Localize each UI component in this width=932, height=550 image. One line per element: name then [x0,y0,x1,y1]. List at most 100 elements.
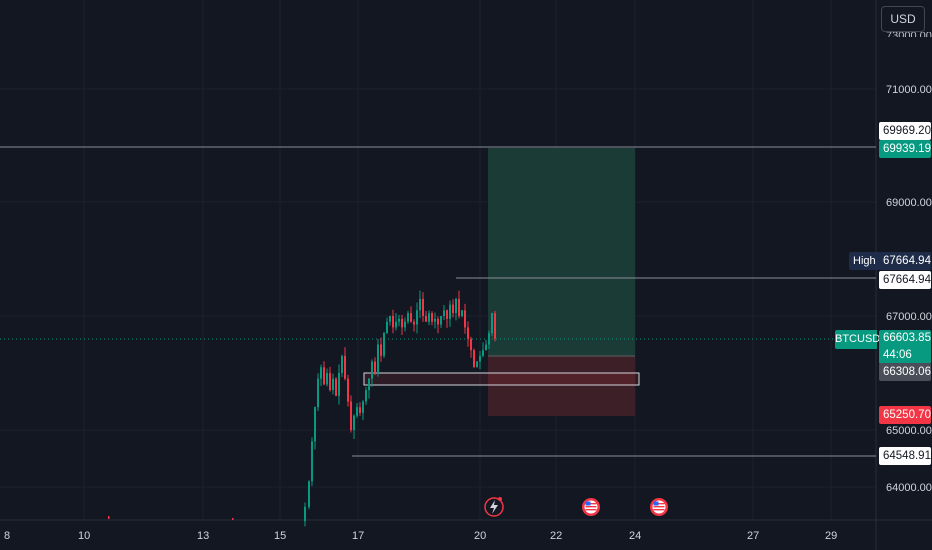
candle-body [380,344,382,356]
candle-body [443,310,445,316]
candle-body [416,310,418,325]
price-tick: 65000.00 [886,425,932,437]
candle-body [320,367,322,379]
candle-body [434,318,436,322]
candle-body [368,378,370,391]
candle-body [464,310,466,328]
candle-body [446,310,448,319]
high-line-tag: 67664.94 [879,271,931,289]
candle-body [392,316,394,328]
price-tick: 64000.00 [886,482,932,494]
high-value-tag: 67664.94 [879,252,931,270]
price-tick: 71000.00 [886,84,932,96]
candle-body [311,441,313,482]
candle-body [470,338,472,351]
candle-body [410,313,412,322]
candle-body [395,321,397,328]
candle-body [452,304,454,314]
time-tick: 10 [78,530,90,542]
candle-body [338,373,340,396]
candle-body [371,361,373,379]
candle-body [482,350,484,356]
candle-body [353,415,355,430]
high-label-tag: High [849,252,881,270]
candle-body [479,355,481,362]
currency-button[interactable]: USD [881,6,925,32]
candle-body [449,304,451,319]
candle-body [491,313,493,334]
entry-price-tag: 66308.06 [879,363,931,381]
time-tick: 8 [4,530,10,542]
candle-body [326,373,328,385]
profit-zone[interactable] [488,148,635,356]
candle-body [413,321,415,325]
candle-body [362,401,364,413]
time-tick: 13 [197,530,209,542]
price-tick-clipped: 73000.00 [886,30,932,42]
tick-marker [232,518,234,520]
candle-body [308,481,310,507]
time-tick: 17 [352,530,364,542]
candle-body [347,378,349,402]
candle-body [428,313,430,322]
candle-body [458,298,460,316]
price-tick: 67000.00 [886,311,932,323]
candle-body [377,344,379,373]
candle-body [323,367,325,385]
candle-body [455,298,457,314]
time-scale[interactable]: 8 10 13 15 17 20 22 24 27 29 [4,530,837,542]
candle-body [335,378,337,396]
last-price-tag: 66603.85 44:06 [879,330,931,364]
candle-body [304,506,306,522]
candle-body [437,318,439,325]
symbol-tag: BTCUSD [835,330,880,349]
candle-body [398,318,400,322]
candle-body [404,321,406,328]
us-flag-icon[interactable] [650,498,668,516]
time-tick: 24 [629,530,641,542]
candle-body [350,401,352,430]
last-price-value: 66603.85 [883,332,931,344]
candle-body [485,344,487,351]
candle-body [440,316,442,325]
us-flag-icon[interactable] [582,498,600,516]
candle-body [476,361,478,368]
time-tick: 22 [550,530,562,542]
candle-body [461,310,463,316]
candle-body [389,316,391,322]
candle-body [356,407,358,416]
candle-body [431,313,433,322]
stop-price-tag: 65250.70 [879,406,931,424]
support-rectangle[interactable] [363,372,640,386]
grid [0,0,876,520]
tick-marker [108,516,110,519]
candle-body [374,361,376,373]
candle-body [341,355,343,373]
bar-countdown: 44:06 [883,349,912,361]
candle-body [425,316,427,322]
candle-body [401,318,403,328]
candle-body [332,378,334,391]
candle-body [329,373,331,391]
time-tick: 27 [747,530,759,542]
candle-body [314,407,316,442]
time-tick: 15 [274,530,286,542]
candle-body [317,378,319,408]
candle-body [422,298,424,316]
candle-body [407,313,409,322]
candle-body [359,407,361,413]
candle-body [344,355,346,379]
candle-body [386,321,388,334]
candle-body [419,298,421,311]
price-tick: 69000.00 [886,197,932,209]
time-tick: 20 [474,530,486,542]
lightning-icon[interactable] [484,497,504,517]
candle-body [467,327,469,339]
line-level-tag: 69969.20 [879,122,931,140]
price-scale[interactable]: 73000.00 71000.00 69000.00 67000.00 6500… [886,30,932,494]
loss-zone[interactable] [488,356,635,416]
candle-body [365,390,367,402]
candle-body [488,333,490,345]
candle-body [494,313,496,339]
